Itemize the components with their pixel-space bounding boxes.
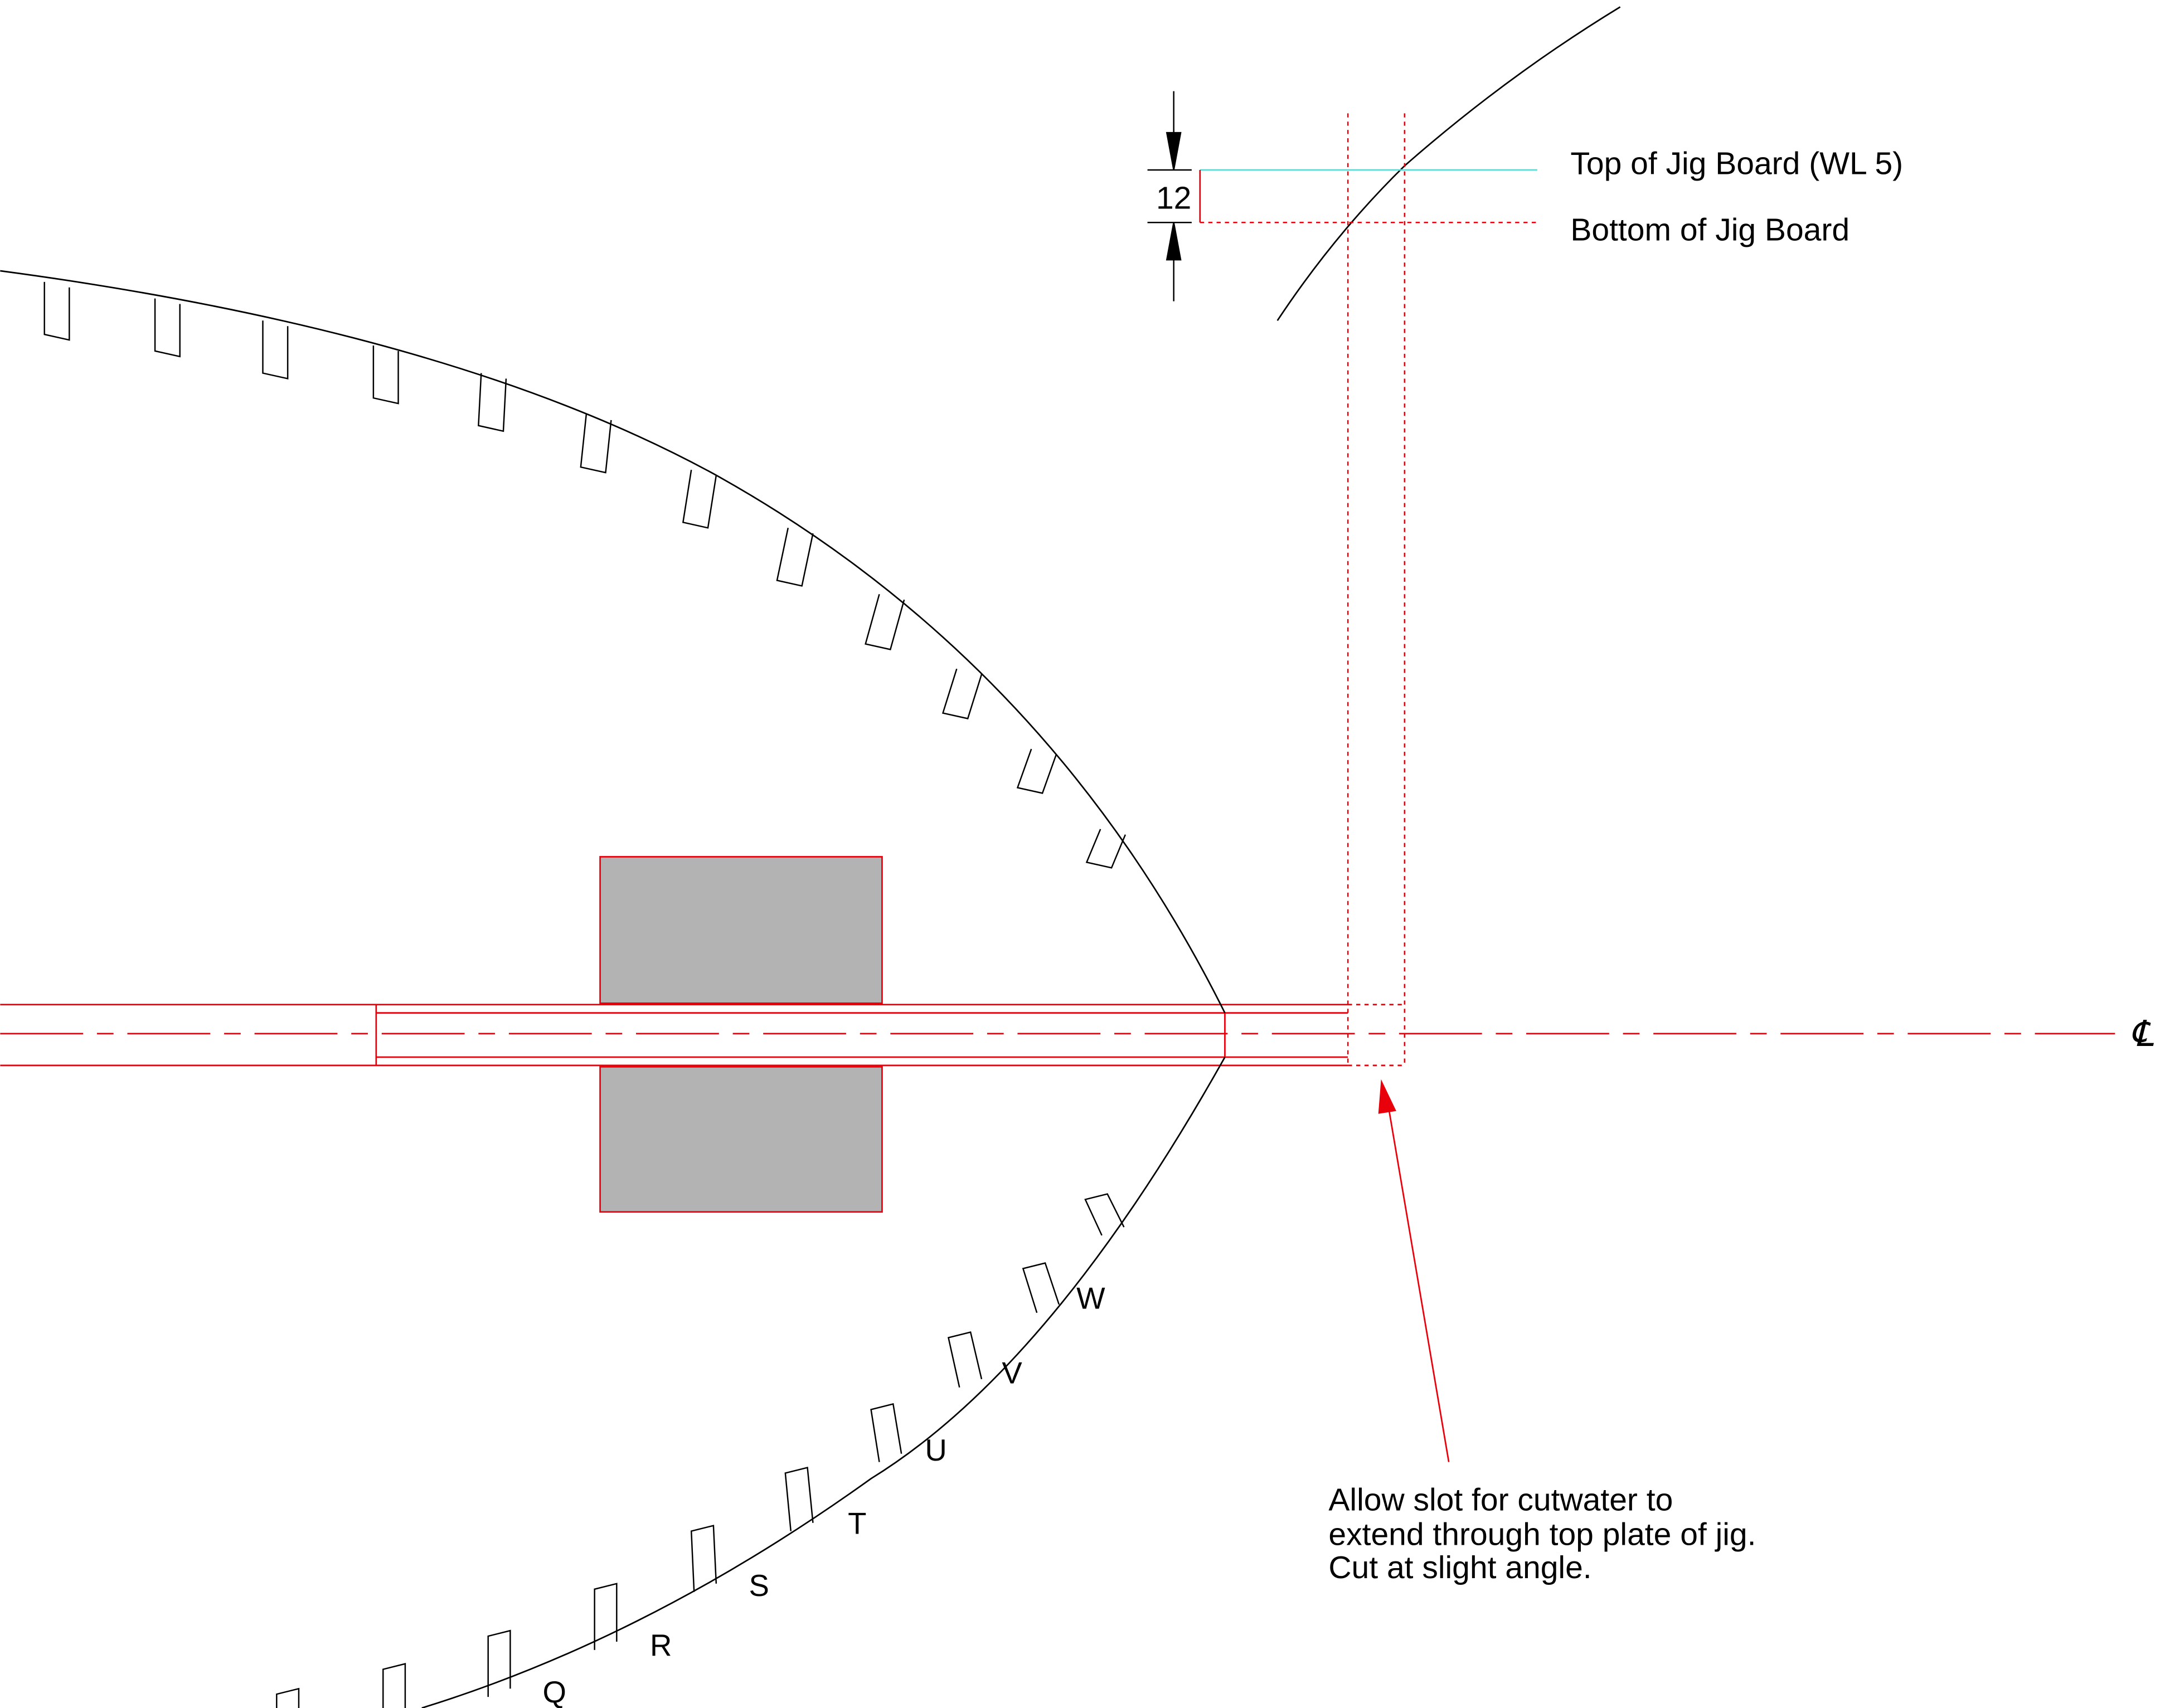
frame-notch bbox=[690, 1525, 717, 1592]
upper-block bbox=[599, 856, 883, 1004]
slot-guidelines bbox=[1200, 113, 1537, 1065]
bottom-of-jig-board-label: Bottom of Jig Board bbox=[1570, 212, 1850, 247]
station-letter: Q bbox=[543, 1675, 566, 1708]
frame-notch bbox=[487, 1629, 511, 1697]
frame-notch bbox=[1016, 748, 1057, 794]
frame-notch bbox=[262, 320, 289, 380]
frame-notch bbox=[1022, 1262, 1060, 1313]
frame-notches bbox=[43, 281, 1127, 1708]
station-letter: T bbox=[848, 1507, 866, 1541]
frame-notch bbox=[382, 1663, 406, 1708]
station-letter: S bbox=[749, 1569, 769, 1603]
station-letter: W bbox=[1076, 1281, 1105, 1315]
frame-notch bbox=[1084, 1193, 1125, 1236]
hull-outline-upper bbox=[0, 270, 1226, 1014]
frame-notch bbox=[154, 298, 181, 358]
frame-notch bbox=[1085, 829, 1127, 869]
thickness-dimension bbox=[1147, 91, 1192, 301]
note-leader bbox=[1386, 1096, 1450, 1462]
frame-notch bbox=[594, 1583, 618, 1650]
frame-notch bbox=[682, 469, 717, 529]
station-letter: U bbox=[925, 1433, 946, 1467]
frame-notch bbox=[276, 1687, 300, 1708]
frame-notch bbox=[372, 345, 399, 405]
dim-arrow-bottom bbox=[1166, 222, 1182, 261]
frame-notch bbox=[870, 1403, 902, 1462]
top-of-jig-board-label: Top of Jig Board (WL 5) bbox=[1570, 145, 1903, 181]
frame-notch bbox=[776, 528, 814, 587]
frame-notch bbox=[941, 668, 983, 719]
frame-notch bbox=[43, 281, 70, 341]
note-line-3: Cut at slight angle. bbox=[1328, 1550, 1591, 1585]
dimension-value: 12 bbox=[1156, 180, 1191, 216]
station-letters: Q R S T U V W bbox=[543, 1281, 1106, 1708]
dim-arrow-top bbox=[1166, 132, 1182, 171]
frame-notch bbox=[784, 1466, 814, 1531]
keel-assembly bbox=[0, 1004, 2115, 1067]
frame-notch bbox=[947, 1331, 983, 1388]
station-letter: R bbox=[650, 1628, 672, 1662]
stem-profile-curve bbox=[1276, 6, 1621, 322]
station-letter: V bbox=[1002, 1356, 1022, 1390]
lower-block bbox=[599, 1066, 883, 1213]
frame-notch bbox=[580, 414, 612, 474]
frame-notch bbox=[478, 373, 507, 432]
hull-outline-lower bbox=[421, 1057, 1226, 1708]
centerline-symbol: ℄ bbox=[2130, 1014, 2154, 1054]
note-leader-arrow bbox=[1378, 1079, 1396, 1114]
note-line-1: Allow slot for cutwater to bbox=[1328, 1482, 1673, 1517]
frame-notch bbox=[865, 593, 905, 650]
note-line-2: extend through top plate of jig. bbox=[1328, 1516, 1756, 1552]
